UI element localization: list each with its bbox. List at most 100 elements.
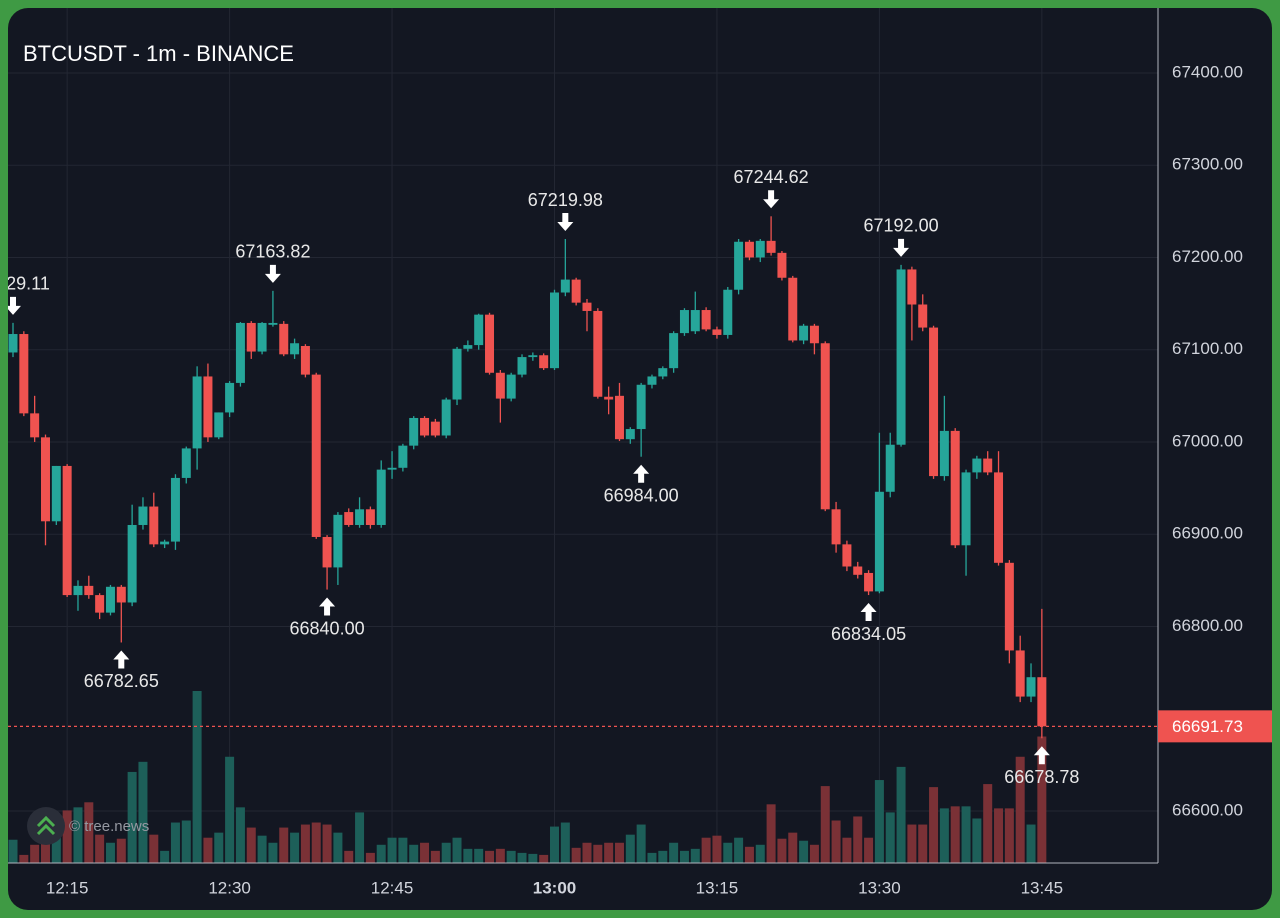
candle-body — [192, 376, 202, 449]
candle-body — [972, 458, 982, 473]
volume-bar — [290, 832, 300, 863]
candle-body — [853, 566, 863, 575]
candle-body — [690, 310, 700, 332]
volume-bar — [344, 850, 354, 863]
volume-bar — [669, 842, 679, 863]
watermark: © tree.news — [69, 818, 149, 835]
volume-bar — [268, 842, 278, 863]
candle-body — [918, 304, 928, 328]
y-tick-label: 66800.00 — [1172, 616, 1243, 635]
annotation-arrow — [264, 264, 281, 283]
annotation-arrow — [557, 213, 574, 232]
volume-bar — [907, 824, 917, 863]
volume-bar — [929, 787, 939, 863]
candle-body — [723, 289, 733, 335]
candle-body — [474, 314, 484, 346]
volume-bar — [149, 834, 159, 863]
volume-bar — [679, 850, 689, 863]
x-tick-label: 13:45 — [1021, 878, 1064, 897]
candle-body — [138, 506, 148, 525]
volume-bar — [972, 818, 982, 863]
candle-body — [799, 325, 809, 341]
volume-bar — [1004, 808, 1014, 863]
candle-body — [842, 544, 852, 567]
candle-body — [214, 412, 224, 438]
candle-body — [235, 322, 245, 383]
x-tick-label: 12:15 — [46, 878, 89, 897]
volume-bars — [8, 691, 1047, 863]
candle-body — [658, 368, 668, 377]
candle-body — [105, 586, 115, 613]
volume-bar — [246, 827, 256, 863]
annotation-label: 66782.65 — [84, 671, 159, 691]
candle-body — [625, 429, 635, 440]
candle-body — [290, 343, 300, 355]
y-tick-label: 67100.00 — [1172, 339, 1243, 358]
y-tick-label: 66600.00 — [1172, 800, 1243, 819]
candle-body — [495, 372, 505, 399]
volume-bar — [333, 832, 343, 863]
volume-bar — [1015, 756, 1025, 863]
volume-bar — [528, 853, 538, 863]
volume-bar — [842, 837, 852, 863]
volume-bar — [19, 854, 29, 863]
candle-body — [1026, 677, 1036, 697]
candle-body — [950, 430, 960, 546]
last-price-label: 66691.73 — [1172, 717, 1243, 736]
candle-body — [127, 524, 137, 603]
candle-body — [1037, 677, 1047, 727]
candle-body — [766, 240, 776, 253]
annotation-label: 67163.82 — [235, 242, 310, 262]
annotation-arrow — [319, 597, 336, 616]
y-tick-label: 67300.00 — [1172, 155, 1243, 174]
volume-bar — [571, 847, 581, 863]
candle-body — [225, 382, 235, 413]
y-tick-label: 67000.00 — [1172, 431, 1243, 450]
volume-bar — [138, 761, 148, 863]
annotation-arrow — [8, 296, 21, 315]
volume-bar — [485, 850, 495, 863]
annotation-label: 66834.05 — [831, 624, 906, 644]
annotation-label: 66678.78 — [1004, 767, 1079, 787]
volume-bar — [1037, 736, 1047, 863]
volume-bar — [73, 807, 83, 863]
volume-bar — [604, 842, 614, 863]
chart-panel — [8, 8, 1272, 910]
volume-bar — [181, 820, 191, 863]
candle-body — [311, 374, 321, 537]
candle-body — [203, 376, 213, 438]
volume-bar — [257, 835, 267, 863]
annotation-label: 66840.00 — [290, 618, 365, 638]
candle-body — [1015, 650, 1025, 697]
candle-body — [333, 514, 343, 568]
volume-bar — [777, 838, 787, 863]
candle-body — [647, 376, 657, 385]
volume-bar — [51, 834, 61, 863]
volume-bar — [799, 840, 809, 863]
candle-body — [170, 477, 180, 542]
volume-bar — [160, 850, 170, 863]
volume-bar — [322, 824, 332, 863]
candle-body — [614, 395, 624, 440]
candle-body — [809, 325, 819, 344]
volume-bar — [474, 848, 484, 863]
candle-body — [485, 314, 495, 373]
candle-body — [701, 310, 711, 330]
candle-body — [983, 458, 993, 473]
volume-bar — [214, 832, 224, 863]
volume-bar — [560, 822, 570, 863]
candle-body — [831, 509, 841, 545]
annotation-label: 67219.98 — [528, 190, 603, 210]
volume-bar — [950, 806, 960, 863]
volume-bar — [430, 850, 440, 863]
volume-bar — [300, 824, 310, 863]
volume-bar — [809, 844, 819, 863]
candle-body — [929, 327, 939, 477]
candle-body — [864, 572, 874, 592]
volume-bar — [376, 844, 386, 863]
volume-bar — [831, 820, 841, 863]
candle-body — [734, 241, 744, 290]
volume-bar — [84, 802, 94, 863]
